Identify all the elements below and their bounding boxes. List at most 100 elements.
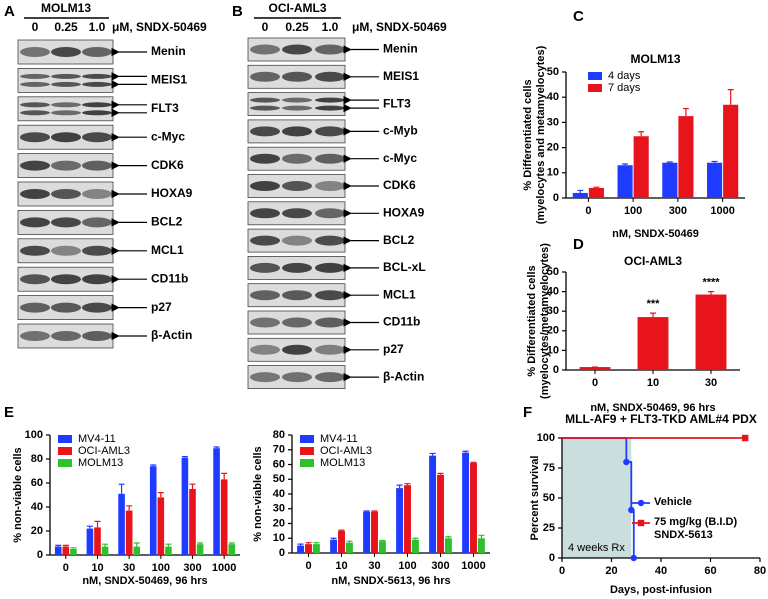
- bar: [404, 485, 411, 553]
- x-tick-label: 0: [305, 560, 311, 572]
- bar: [94, 527, 101, 555]
- blot-band: [82, 331, 112, 341]
- legend-swatch: [300, 459, 314, 467]
- lane-unit: μM, SNDX-50469: [352, 20, 447, 34]
- band-label: BCL2: [383, 233, 415, 247]
- x-tick-label: 300: [669, 205, 687, 217]
- blot-band: [315, 317, 345, 328]
- band-label: MCL1: [383, 287, 416, 301]
- bar: [196, 544, 204, 555]
- bar: [213, 448, 220, 555]
- survival-point: [630, 554, 637, 562]
- bar: [228, 544, 236, 555]
- error-bar: [666, 161, 673, 163]
- y-tick-label: 0: [553, 364, 559, 376]
- error-bar: [346, 540, 353, 543]
- blot-band: [282, 290, 312, 301]
- bar: [371, 511, 378, 553]
- blot-band: [282, 71, 312, 82]
- blot-band: [82, 102, 112, 108]
- error-bar: [55, 544, 62, 547]
- blot-band: [20, 189, 50, 199]
- y-tick-label: 40: [547, 286, 559, 298]
- blot-band: [51, 47, 81, 57]
- blot-band: [51, 160, 81, 171]
- band-label: CDK6: [151, 158, 184, 172]
- x-tick-label: 60: [704, 565, 716, 577]
- chart-title: MOLM13: [630, 52, 680, 66]
- lane-label: 1.0: [89, 20, 106, 34]
- blot-band: [82, 81, 112, 87]
- survival-point: [628, 506, 635, 514]
- y-tick-label: 100: [25, 429, 43, 441]
- blot-title: OCI-AML3: [269, 1, 327, 15]
- error-bar: [622, 163, 629, 166]
- legend-label: 75 mg/kg (B.I.D) SNDX-5613: [654, 516, 738, 541]
- error-bar: [429, 452, 436, 456]
- band-label: p27: [151, 300, 172, 314]
- band-label: p27: [383, 342, 404, 356]
- blot-band: [20, 47, 50, 57]
- blot-band: [20, 217, 50, 228]
- blot-band: [82, 274, 112, 285]
- blot-band: [20, 302, 50, 313]
- bar: [149, 466, 157, 555]
- y-tick-label: 60: [31, 477, 43, 489]
- blot-band: [315, 97, 345, 103]
- blot-band: [250, 290, 280, 301]
- bar: [444, 538, 452, 553]
- y-tick-label: 30: [547, 116, 559, 128]
- blot-band: [250, 344, 280, 355]
- legend-label: Vehicle: [654, 496, 692, 508]
- bar: [54, 546, 62, 555]
- blot-band: [20, 132, 50, 143]
- legend-swatch: [300, 435, 314, 443]
- x-tick-label: 100: [624, 205, 642, 217]
- legend-label: OCI-AML3: [78, 445, 130, 457]
- blot-band: [51, 81, 81, 87]
- y-tick-label: 80: [273, 429, 285, 441]
- blot-band: [315, 71, 345, 82]
- y-tick-label: 20: [273, 517, 285, 529]
- bar: [86, 528, 94, 555]
- error-bar: [221, 472, 228, 480]
- band-label: HOXA9: [151, 186, 193, 200]
- bar: [572, 192, 588, 198]
- bar: [477, 538, 485, 553]
- error-bar: [70, 547, 77, 549]
- bar: [396, 488, 404, 553]
- legend-swatch: [58, 459, 72, 467]
- y-tick-label: 20: [547, 142, 559, 154]
- error-bar: [297, 543, 304, 546]
- y-tick-label: 40: [547, 91, 559, 103]
- bar: [437, 474, 444, 553]
- legend-marker: [637, 499, 645, 507]
- blot-band: [315, 126, 345, 137]
- x-tick-label: 40: [655, 565, 667, 577]
- blot-band: [20, 81, 50, 87]
- band-label: BCL-xL: [383, 260, 426, 274]
- blot-strip: [17, 96, 114, 122]
- significance: ****: [702, 277, 720, 289]
- blot-band: [250, 262, 280, 273]
- error-bar: [404, 483, 411, 486]
- y-tick-label: 25: [543, 522, 555, 534]
- blot-band: [282, 372, 312, 383]
- bar: [429, 455, 437, 553]
- legend-swatch: [588, 72, 602, 80]
- blot-band: [51, 245, 81, 256]
- blot-band: [20, 245, 50, 256]
- bar: [312, 544, 320, 553]
- legend-label: MV4-11: [320, 433, 358, 445]
- blot-band: [282, 235, 312, 246]
- x-axis-label: nM, SNDX-50469, 96 hrs: [82, 575, 207, 587]
- blot-band: [282, 44, 312, 55]
- blot-band: [315, 344, 345, 355]
- error-bar: [379, 539, 386, 542]
- blot-band: [282, 208, 312, 219]
- legend-label: MOLM13: [78, 457, 123, 469]
- error-bar: [682, 107, 689, 117]
- y-tick-label: 10: [547, 344, 559, 356]
- bar: [62, 546, 70, 555]
- x-tick-label: 0: [592, 377, 598, 389]
